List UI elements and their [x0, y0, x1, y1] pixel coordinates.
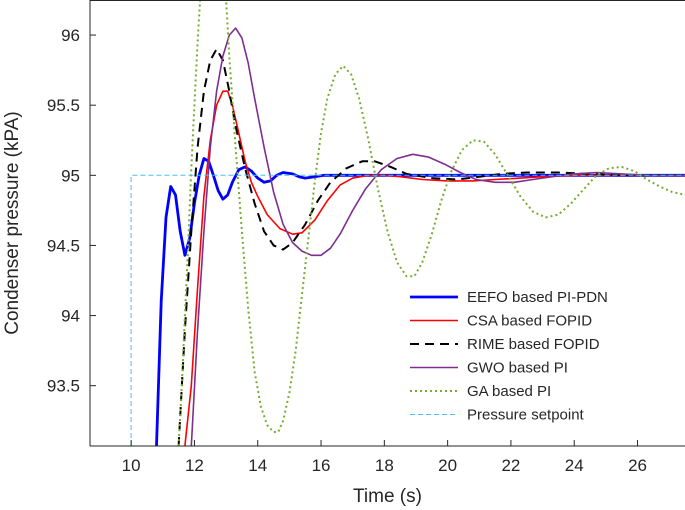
y-tick-label: 94.5 — [47, 236, 80, 255]
legend-label-0: EEFO based PI-PDN — [467, 289, 608, 306]
x-axis-label: Time (s) — [353, 486, 422, 507]
y-tick-label: 95.5 — [47, 96, 80, 115]
series-line-3 — [190, 27, 685, 446]
axes — [89, 0, 685, 447]
legend-label-3: GWO based PI — [467, 360, 568, 377]
x-tick-label: 26 — [628, 456, 647, 475]
x-tick-label: 12 — [185, 456, 204, 475]
series-line-0 — [155, 157, 685, 446]
x-tick-label: 24 — [565, 456, 584, 475]
y-tick-label: 95 — [61, 166, 80, 185]
x-tick-label: 14 — [248, 456, 267, 475]
ticks: 10 12 14 16 18 20 22 24 26 93.5 94 94.5 95 95.5 96 — [47, 26, 647, 475]
series-line-1 — [184, 90, 685, 446]
series-line-4 — [177, 0, 685, 446]
legend-box — [400, 280, 668, 437]
x-tick-label: 18 — [375, 456, 394, 475]
legend-label-5: Pressure setpoint — [467, 407, 585, 424]
series-line-5 — [130, 174, 685, 446]
x-tick-label: 16 — [312, 456, 331, 475]
y-tick-label: 93.5 — [47, 377, 80, 396]
x-tick-label: 22 — [501, 456, 520, 475]
series-layer — [130, 0, 685, 446]
legend: EEFO based PI-PDN CSA based FOPID RIME bas… — [400, 280, 668, 437]
y-tick-label: 94 — [61, 307, 80, 326]
x-tick-label: 10 — [122, 456, 141, 475]
y-tick-label: 96 — [61, 26, 80, 45]
x-tick-label: 20 — [438, 456, 457, 475]
y-axis-label: Condenser pressure (kPA) — [2, 111, 23, 335]
legend-label-2: RIME based FOPID — [467, 336, 600, 353]
legend-label-1: CSA based FOPID — [467, 313, 592, 330]
legend-label-4: GA based PI — [467, 383, 551, 400]
